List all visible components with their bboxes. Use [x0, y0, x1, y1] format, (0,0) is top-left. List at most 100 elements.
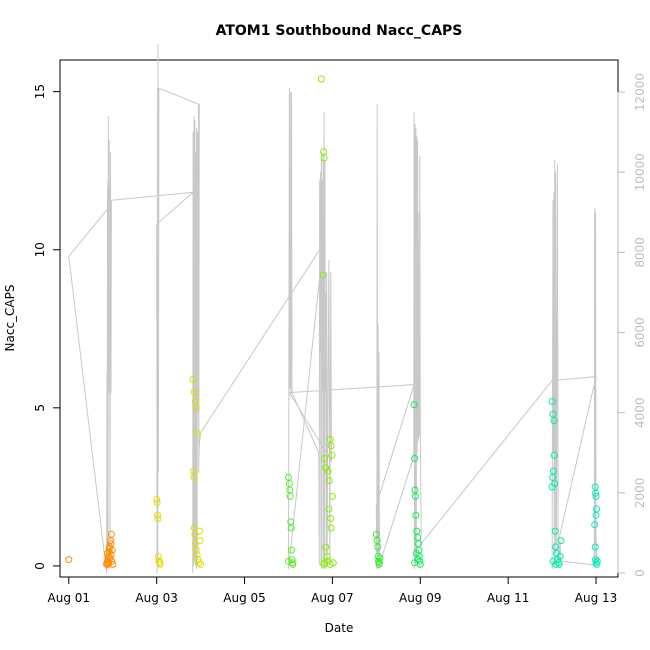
data-point: [196, 527, 204, 535]
secondary-tick-label: 6000: [633, 317, 647, 348]
data-point: [156, 560, 164, 568]
data-point: [325, 505, 333, 513]
data-point: [592, 492, 600, 500]
data-point: [65, 556, 73, 564]
data-point: [592, 489, 600, 497]
data-point: [190, 473, 198, 481]
x-tick-label: Aug 05: [223, 591, 266, 605]
data-point: [154, 511, 161, 519]
data-point: [191, 530, 199, 538]
data-point: [323, 552, 331, 560]
data-point: [104, 549, 111, 557]
points-layer: [65, 75, 601, 568]
x-tick-label: Aug 07: [311, 591, 354, 605]
x-tick-label: Aug 11: [487, 591, 530, 605]
data-point: [593, 557, 601, 565]
secondary-tick-label: 2000: [633, 478, 647, 509]
x-tick-label: Aug 03: [135, 591, 178, 605]
data-point: [107, 540, 115, 548]
data-point: [190, 388, 198, 396]
data-point: [154, 515, 162, 522]
data-point: [327, 515, 335, 522]
data-point: [552, 560, 560, 568]
x-tick-label: Aug 09: [399, 591, 442, 605]
data-point: [412, 511, 420, 519]
overlay-line-layer: [68, 43, 598, 574]
data-point: [193, 551, 201, 559]
data-point: [557, 537, 565, 545]
data-point: [412, 492, 419, 500]
secondary-y-axis: 0 2000 4000 6000 8000 10000 12000: [617, 73, 647, 577]
secondary-tick-label: 10000: [633, 153, 647, 191]
data-point: [287, 524, 295, 532]
data-point: [556, 552, 564, 560]
data-point: [375, 559, 383, 567]
data-point: [326, 435, 334, 443]
x-tick-label: Aug 13: [575, 591, 618, 605]
data-point: [195, 559, 203, 567]
overlay-line: [68, 43, 598, 574]
data-point: [548, 483, 556, 491]
data-point: [325, 477, 333, 485]
plot-frame: [59, 59, 619, 578]
data-point: [286, 492, 294, 500]
data-point: [197, 560, 205, 568]
chart-title: ATOM1 Southbound Nacc_CAPS: [216, 23, 463, 39]
data-point: [322, 543, 330, 551]
y-axis: 0 5 10 15: [33, 84, 61, 570]
data-point: [105, 545, 113, 552]
data-point: [327, 442, 335, 450]
data-point: [551, 527, 559, 535]
data-point: [189, 375, 197, 383]
data-point: [593, 560, 601, 568]
y-tick-label: 0: [33, 562, 47, 570]
data-point: [414, 556, 422, 564]
data-point: [154, 552, 162, 560]
data-point: [285, 480, 293, 488]
data-point: [376, 554, 384, 562]
data-point: [592, 511, 600, 519]
data-point: [592, 556, 600, 564]
data-point: [326, 560, 334, 568]
data-point: [374, 543, 382, 551]
data-point: [374, 552, 382, 560]
data-point: [328, 451, 336, 459]
data-point: [412, 549, 420, 557]
data-point: [549, 473, 556, 481]
data-point: [285, 557, 292, 565]
data-point: [196, 537, 204, 545]
data-point: [320, 154, 328, 162]
data-point: [153, 496, 161, 503]
data-point: [193, 429, 201, 437]
data-point: [591, 521, 599, 529]
y-tick-label: 10: [33, 242, 47, 257]
data-point: [286, 486, 294, 494]
data-point: [321, 454, 328, 462]
data-point: [328, 492, 336, 500]
y-tick-label: 5: [33, 404, 47, 412]
y-tick-label: 15: [33, 84, 47, 99]
data-point: [288, 556, 296, 564]
secondary-tick-label: 12000: [633, 73, 647, 111]
data-point: [153, 499, 161, 507]
data-point: [107, 530, 115, 538]
data-point: [550, 451, 558, 459]
data-point: [411, 454, 419, 462]
x-axis-label: Date: [325, 621, 354, 635]
data-point: [317, 75, 325, 83]
data-point: [548, 398, 556, 405]
data-point: [319, 271, 327, 279]
x-axis: Aug 01 Aug 03 Aug 05 Aug 07 Aug 09 Aug 11 Aug …: [48, 576, 618, 605]
data-point: [327, 524, 335, 532]
data-point: [288, 546, 295, 554]
secondary-tick-label: 8000: [633, 237, 647, 268]
data-point: [192, 546, 200, 554]
data-point: [550, 417, 558, 424]
data-point: [109, 560, 117, 568]
secondary-tick-label: 0: [633, 569, 647, 577]
x-tick-label: Aug 01: [48, 591, 91, 605]
y-axis-label: Nacc_CAPS: [3, 285, 17, 352]
data-point: [192, 404, 200, 412]
data-point: [591, 543, 599, 551]
